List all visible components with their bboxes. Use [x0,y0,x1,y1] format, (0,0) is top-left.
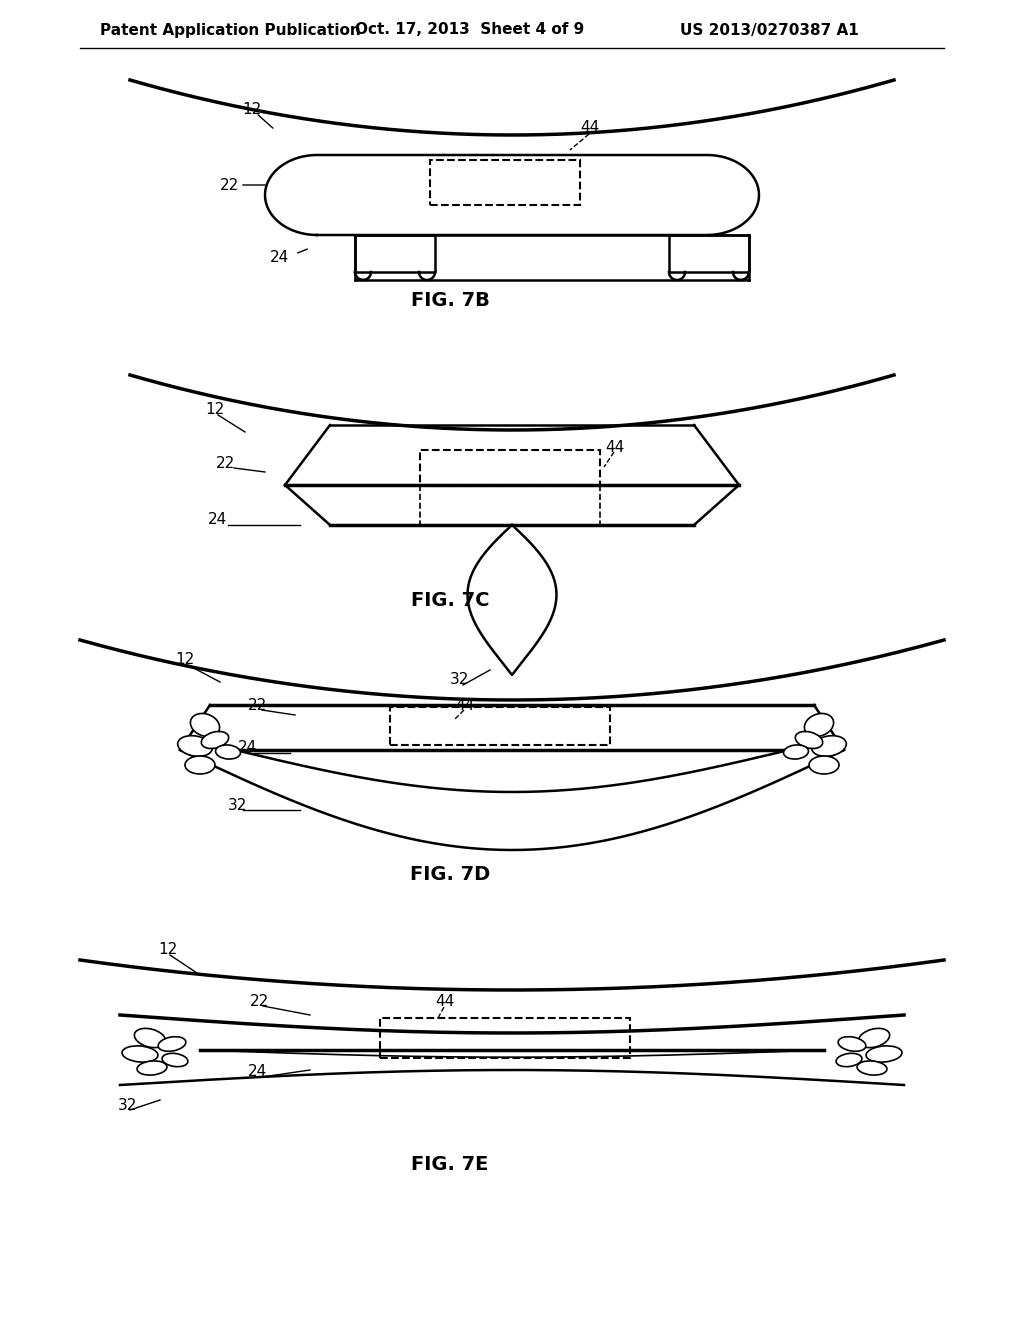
Ellipse shape [162,1053,188,1067]
Text: 24: 24 [248,1064,267,1080]
Ellipse shape [137,1061,167,1074]
Text: 22: 22 [216,457,236,471]
Text: 24: 24 [238,741,257,755]
Text: FIG. 7D: FIG. 7D [410,866,490,884]
Text: 12: 12 [158,942,177,957]
Text: 44: 44 [435,994,455,1010]
Ellipse shape [122,1045,158,1063]
Text: 32: 32 [118,1097,137,1113]
Text: 12: 12 [205,403,224,417]
Ellipse shape [857,1061,887,1074]
Text: 32: 32 [450,672,469,688]
Ellipse shape [836,1053,862,1067]
Text: 12: 12 [242,103,261,117]
Bar [420,450,600,484]
Ellipse shape [809,756,839,774]
Ellipse shape [783,744,809,759]
Ellipse shape [858,1028,890,1048]
Ellipse shape [158,1036,185,1051]
Text: 32: 32 [228,797,248,813]
Ellipse shape [215,744,241,759]
Polygon shape [265,154,759,235]
Text: 12: 12 [175,652,195,668]
Ellipse shape [839,1036,866,1051]
Bar [380,1018,630,1059]
Ellipse shape [796,731,822,748]
Text: 24: 24 [208,512,227,528]
Text: US 2013/0270387 A1: US 2013/0270387 A1 [680,22,859,37]
Bar [390,708,610,744]
Ellipse shape [190,714,219,737]
Bar [430,160,580,205]
Text: FIG. 7C: FIG. 7C [411,590,489,610]
Text: 44: 44 [455,697,474,713]
Polygon shape [285,425,739,525]
Text: FIG. 7E: FIG. 7E [412,1155,488,1175]
Ellipse shape [812,735,846,756]
Text: Oct. 17, 2013  Sheet 4 of 9: Oct. 17, 2013 Sheet 4 of 9 [355,22,585,37]
Polygon shape [669,235,749,272]
Ellipse shape [202,731,228,748]
Text: 22: 22 [248,697,267,713]
Ellipse shape [805,714,834,737]
Text: 24: 24 [270,251,289,265]
Text: 22: 22 [220,177,240,193]
Text: FIG. 7B: FIG. 7B [411,290,489,309]
Text: 44: 44 [580,120,599,136]
Ellipse shape [134,1028,166,1048]
Text: 22: 22 [250,994,269,1010]
Polygon shape [355,235,435,272]
Ellipse shape [185,756,215,774]
Polygon shape [468,525,556,675]
Ellipse shape [178,735,212,756]
Ellipse shape [866,1045,902,1063]
Text: 44: 44 [605,440,625,454]
Text: Patent Application Publication: Patent Application Publication [100,22,360,37]
